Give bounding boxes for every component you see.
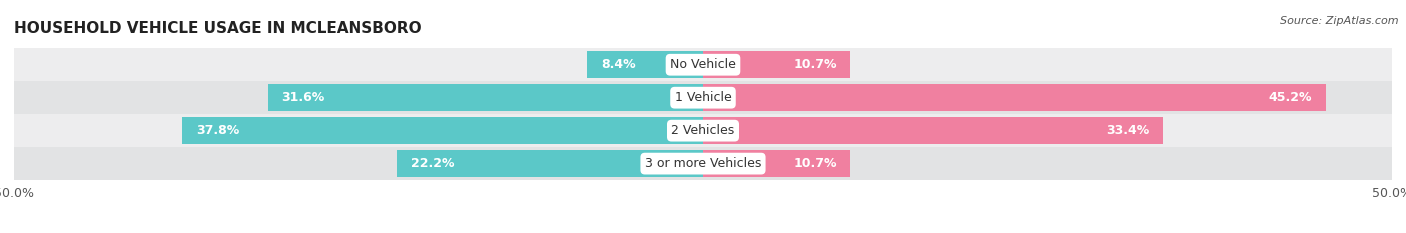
Bar xyxy=(14,147,1392,180)
Bar xyxy=(588,51,703,78)
Text: 8.4%: 8.4% xyxy=(600,58,636,71)
Bar xyxy=(703,117,1163,144)
Text: 2 Vehicles: 2 Vehicles xyxy=(672,124,734,137)
Bar xyxy=(703,84,1326,111)
Bar xyxy=(183,117,703,144)
Bar xyxy=(396,150,703,177)
Text: 31.6%: 31.6% xyxy=(281,91,325,104)
Bar xyxy=(267,84,703,111)
Text: 45.2%: 45.2% xyxy=(1268,91,1312,104)
Text: Source: ZipAtlas.com: Source: ZipAtlas.com xyxy=(1281,16,1399,26)
Text: HOUSEHOLD VEHICLE USAGE IN MCLEANSBORO: HOUSEHOLD VEHICLE USAGE IN MCLEANSBORO xyxy=(14,21,422,36)
Text: 3 or more Vehicles: 3 or more Vehicles xyxy=(645,157,761,170)
Text: 37.8%: 37.8% xyxy=(195,124,239,137)
Text: No Vehicle: No Vehicle xyxy=(671,58,735,71)
Bar xyxy=(14,81,1392,114)
Bar xyxy=(703,150,851,177)
Text: 10.7%: 10.7% xyxy=(793,157,837,170)
Bar xyxy=(14,48,1392,81)
Bar xyxy=(703,51,851,78)
Text: 33.4%: 33.4% xyxy=(1107,124,1150,137)
Text: 1 Vehicle: 1 Vehicle xyxy=(675,91,731,104)
Text: 22.2%: 22.2% xyxy=(411,157,454,170)
Bar xyxy=(14,114,1392,147)
Text: 10.7%: 10.7% xyxy=(793,58,837,71)
